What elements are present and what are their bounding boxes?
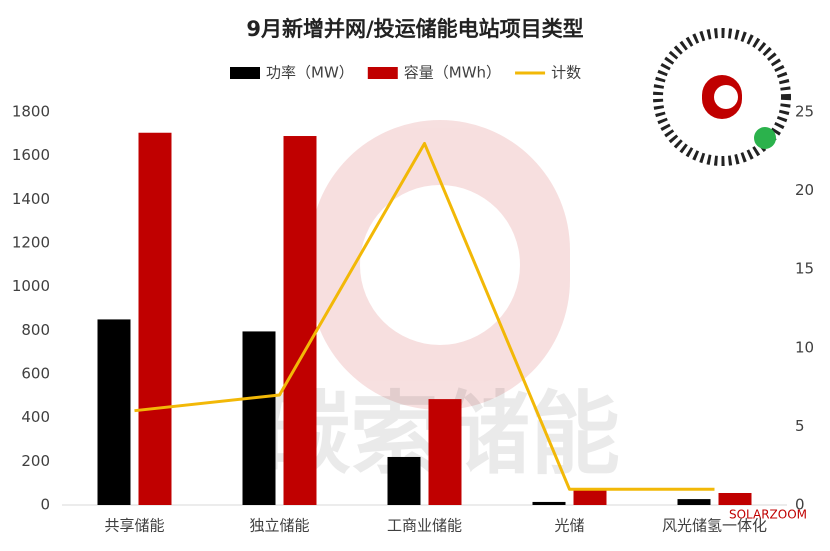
y2-tick-label: 25 xyxy=(795,103,814,121)
x-tick-label: 风光储氢一体化 xyxy=(662,517,767,535)
bar xyxy=(97,319,131,505)
brand: SOLARZOOM xyxy=(729,508,807,522)
y2-tick-label: 10 xyxy=(795,338,814,356)
bar xyxy=(387,456,421,505)
y-tick-label: 1800 xyxy=(12,103,50,121)
y-tick-label: 200 xyxy=(21,452,50,470)
logo-watermark xyxy=(310,120,570,410)
legend-swatch xyxy=(367,67,398,79)
bar xyxy=(242,331,276,505)
line xyxy=(134,141,715,491)
y2-tick-label: 5 xyxy=(795,417,805,435)
y-tick-label: 1400 xyxy=(12,190,50,208)
y-tick-label: 600 xyxy=(21,365,50,383)
legend-label: 功率（MW） xyxy=(266,64,354,82)
y2-tick-label: 15 xyxy=(795,260,814,278)
y-tick-label: 400 xyxy=(21,408,50,426)
y2-tick-label: 20 xyxy=(795,181,814,199)
bar xyxy=(532,501,566,505)
x-tick-label: 共享储能 xyxy=(104,517,164,535)
y-tick-label: 800 xyxy=(21,321,50,339)
y2-tick-label: 0 xyxy=(795,496,805,514)
bar xyxy=(573,489,607,505)
chart-title: 9月新增并网/投运储能电站项目类型 xyxy=(246,17,583,41)
x-tick-label: 光储 xyxy=(554,517,584,535)
y-tick-label: 1000 xyxy=(12,277,50,295)
bar xyxy=(283,136,317,505)
qr-code xyxy=(653,28,791,166)
bar xyxy=(718,492,752,505)
x-tick-label: 独立储能 xyxy=(249,517,309,535)
legend-swatch xyxy=(230,67,260,79)
bar xyxy=(138,132,172,505)
y-tick-label: 1600 xyxy=(12,146,50,164)
y-tick-label: 1200 xyxy=(12,234,50,252)
bar xyxy=(677,499,711,505)
legend-label: 容量（MWh） xyxy=(404,64,501,82)
bar xyxy=(428,399,462,505)
y-tick-label: 0 xyxy=(40,496,50,514)
x-tick-label: 工商业储能 xyxy=(387,517,462,535)
legend-label: 计数 xyxy=(551,64,581,82)
